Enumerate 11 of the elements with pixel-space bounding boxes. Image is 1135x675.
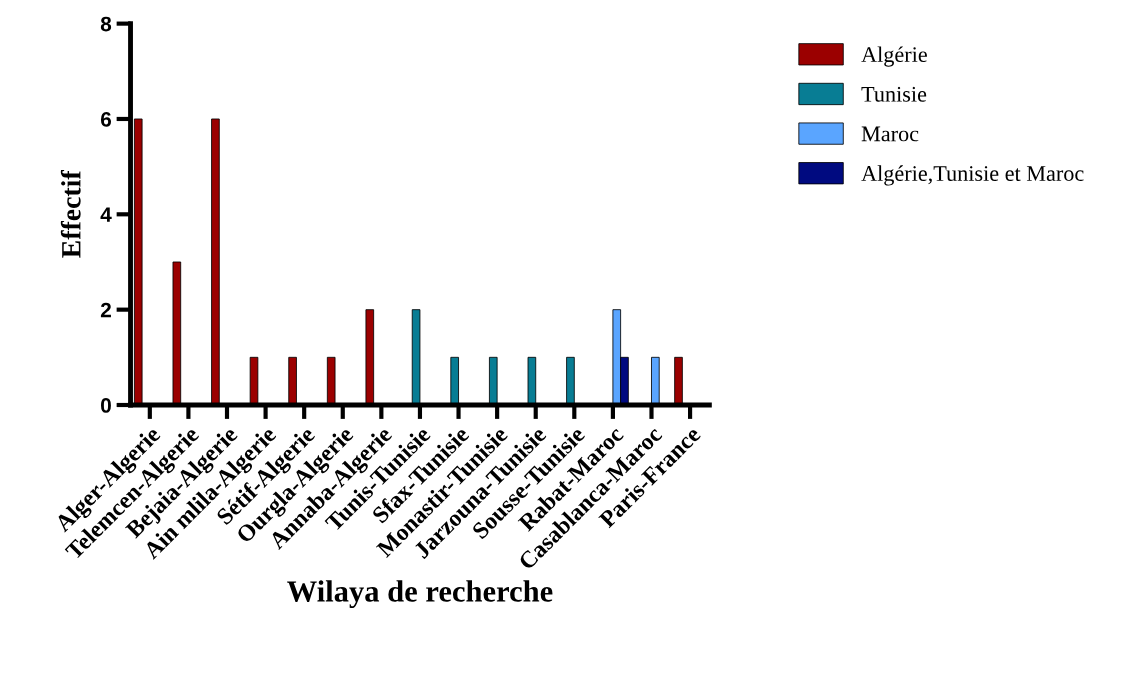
x-axis-title: Wilaya de recherche: [287, 580, 553, 609]
y-axis-title: Effectif: [60, 170, 81, 258]
legend-label: Algérie,Tunisie et Maroc: [861, 165, 1084, 186]
legend-label: Tunisie: [861, 86, 927, 102]
legend-label: Algérie: [861, 46, 927, 67]
y-tick-label: 4: [100, 207, 112, 222]
y-tick-label: 6: [100, 111, 112, 127]
y-tick-label: 0: [101, 398, 111, 413]
y-tick-label: 2: [100, 302, 111, 318]
y-tick-label: 8: [100, 16, 112, 32]
legend-label: Maroc: [861, 126, 919, 142]
